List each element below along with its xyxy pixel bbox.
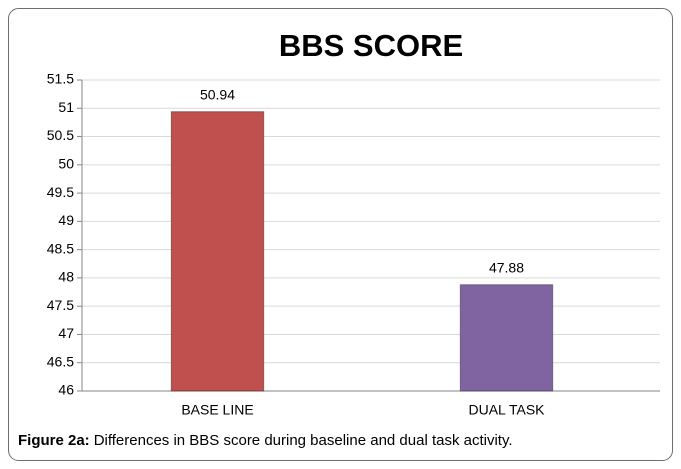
y-tick-label: 48 <box>58 269 74 285</box>
data-label: 47.88 <box>489 259 524 275</box>
y-tick-label: 51 <box>58 99 74 115</box>
x-tick-label: DUAL TASK <box>469 402 546 418</box>
bar <box>459 284 554 392</box>
chart-title: BBS SCORE <box>279 28 463 63</box>
caption-label: Figure 2a: <box>18 432 90 449</box>
y-tick-label: 46.5 <box>47 353 74 369</box>
y-tick-label: 51.5 <box>47 71 74 87</box>
y-tick-label: 46 <box>58 382 74 398</box>
y-tick-label: 48.5 <box>47 240 74 256</box>
caption-text: Differences in BBS score during baseline… <box>94 432 513 449</box>
y-tick-label: 50 <box>58 156 74 172</box>
frame <box>8 8 673 461</box>
y-tick-label: 47 <box>58 325 74 341</box>
caption: Figure 2a: Differences in BBS score durin… <box>18 432 513 449</box>
y-tick-label: 47.5 <box>47 297 74 313</box>
y-tick-label: 49.5 <box>47 184 74 200</box>
bar <box>170 111 265 392</box>
y-tick-label: 50.5 <box>47 127 74 143</box>
data-label: 50.94 <box>200 86 235 102</box>
y-tick-label: 49 <box>58 212 74 228</box>
x-tick-label: BASE LINE <box>181 402 253 418</box>
